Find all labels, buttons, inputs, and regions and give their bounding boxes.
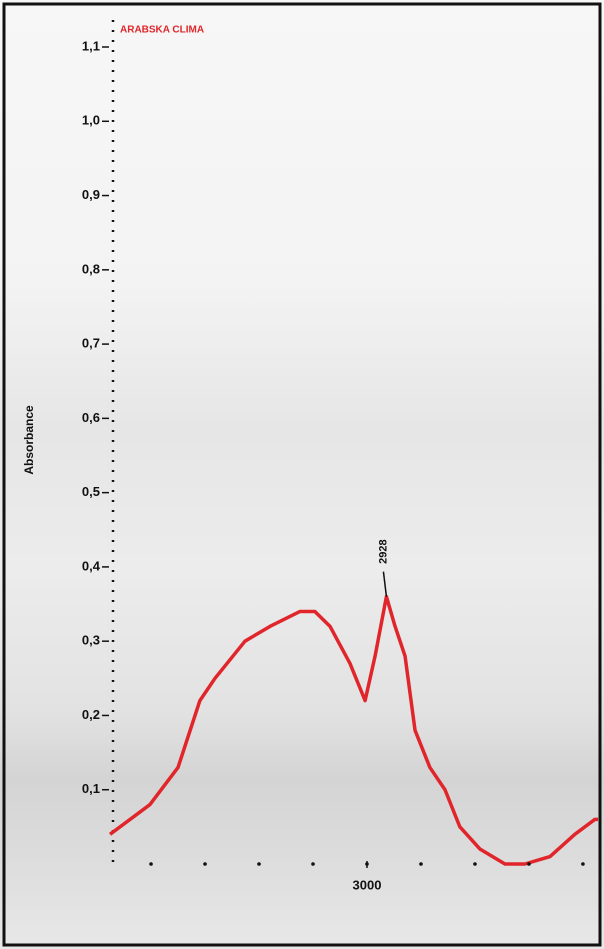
y-tick-label: 0,4 (82, 558, 101, 573)
series-label: ARABSKA CLIMA (120, 25, 204, 36)
y-tick-label: 0,1 (82, 781, 100, 796)
y-tick-label: 1,1 (82, 38, 100, 53)
y-tick-label: 0,7 (82, 336, 100, 351)
y-tick-label: 0,3 (82, 633, 100, 648)
annotation-leader (382, 571, 388, 597)
y-tick-label: 0,2 (82, 707, 100, 722)
x-minor-tick (419, 862, 423, 866)
y-tick-label: 0,6 (82, 410, 100, 425)
x-minor-tick (527, 862, 531, 866)
x-minor-tick (203, 862, 207, 866)
y-tick-label: 0,5 (82, 484, 100, 499)
annotation-label: 2928 (377, 539, 389, 563)
x-minor-tick (257, 862, 261, 866)
x-minor-tick (149, 862, 153, 866)
y-tick-label: 0,8 (82, 261, 100, 276)
x-tick-label: 3000 (353, 877, 382, 892)
y-tick-label: 0,9 (82, 187, 100, 202)
y-axis-label: Absorbance (22, 405, 36, 475)
x-minor-tick (581, 862, 585, 866)
x-minor-tick (473, 862, 477, 866)
y-tick-label: 1,0 (82, 113, 100, 128)
x-minor-tick (311, 862, 315, 866)
